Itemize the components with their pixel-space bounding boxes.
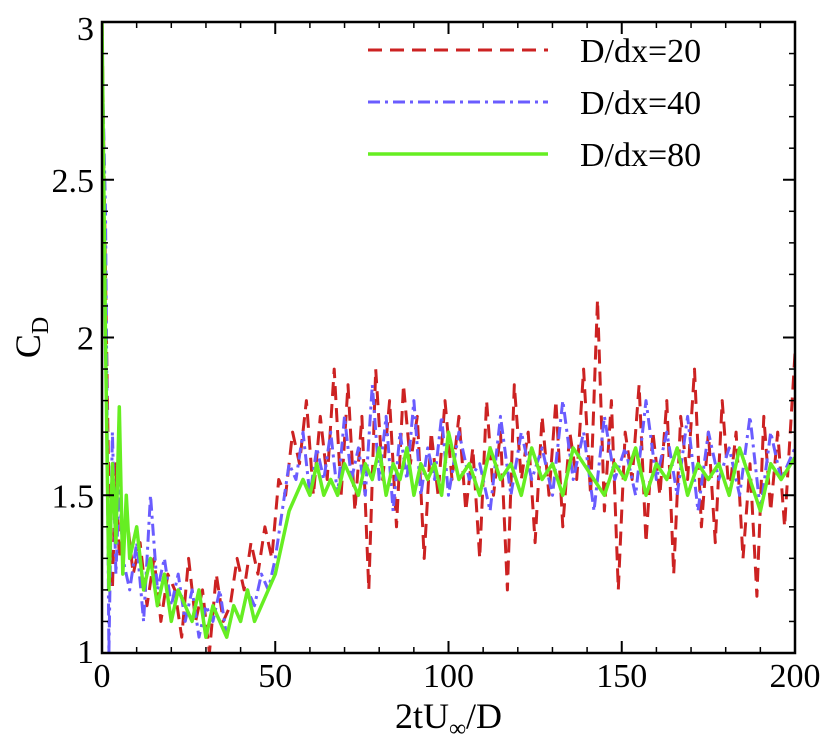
x-axis-title-suffix: /D — [466, 696, 502, 736]
x-axis-title: 2tU∞/D — [395, 696, 502, 742]
series-line-1 — [102, 22, 795, 653]
legend-label-2: D/dx=40 — [580, 85, 701, 122]
y-tick-label: 2 — [77, 321, 94, 358]
series-line-3 — [102, 22, 795, 639]
x-tick-label: 100 — [423, 658, 474, 695]
x-axis-title-subscript: ∞ — [449, 716, 466, 742]
series-layer — [102, 22, 795, 653]
series-line-2 — [102, 53, 795, 653]
legend: D/dx=20 D/dx=40 D/dx=80 — [368, 33, 701, 174]
y-axis-title-main: C — [8, 334, 48, 358]
legend-label-1: D/dx=20 — [580, 33, 701, 70]
y-tick-label: 1.5 — [52, 478, 95, 515]
y-tick-label: 1 — [77, 634, 94, 671]
x-axis-title-prefix: 2tU — [395, 696, 449, 736]
x-tick-label: 150 — [596, 658, 647, 695]
x-tick-label: 0 — [94, 658, 111, 695]
x-tick-label: 50 — [258, 658, 292, 695]
y-axis-title-subscript: D — [28, 317, 54, 334]
axis-ticks: 0 50 100 150 200 1 1.5 2 2.5 3 — [52, 11, 821, 695]
y-axis-title: CD — [8, 317, 54, 358]
x-tick-label: 200 — [770, 658, 821, 695]
y-tick-label: 3 — [77, 11, 94, 48]
legend-label-3: D/dx=80 — [580, 137, 701, 174]
y-tick-label: 2.5 — [52, 163, 95, 200]
